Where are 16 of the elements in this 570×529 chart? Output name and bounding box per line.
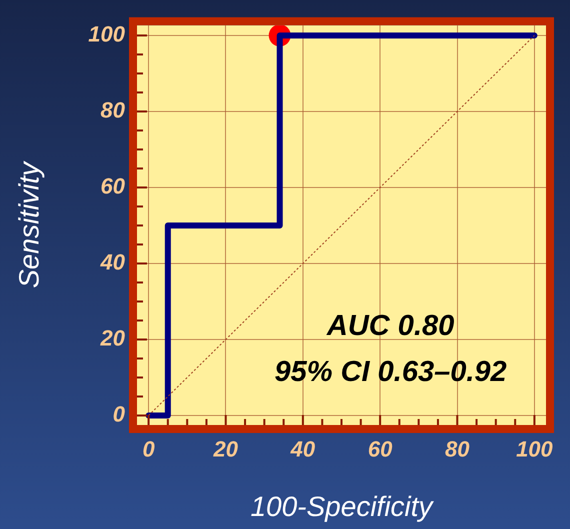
y-tick-label: 60 xyxy=(100,174,126,199)
y-tick-label: 100 xyxy=(88,22,126,47)
x-tick-label: 40 xyxy=(290,436,316,462)
x-axis-title: 100-Specificity xyxy=(250,490,435,522)
y-tick-label: 80 xyxy=(100,98,126,123)
x-tick-label: 80 xyxy=(445,436,470,462)
x-tick-label: 20 xyxy=(212,436,239,462)
x-tick-label: 60 xyxy=(368,436,394,462)
y-axis-title: Sensitivity xyxy=(14,160,45,288)
y-tick-label: 40 xyxy=(100,250,126,275)
y-tick-label: 0 xyxy=(112,402,126,427)
annotation: 95% CI 0.63–0.92 xyxy=(274,356,507,388)
x-tick-label: 100 xyxy=(516,436,554,462)
y-tick-label: 20 xyxy=(100,326,126,351)
annotation: AUC 0.80 xyxy=(326,310,454,342)
x-tick-label: 0 xyxy=(142,436,156,462)
